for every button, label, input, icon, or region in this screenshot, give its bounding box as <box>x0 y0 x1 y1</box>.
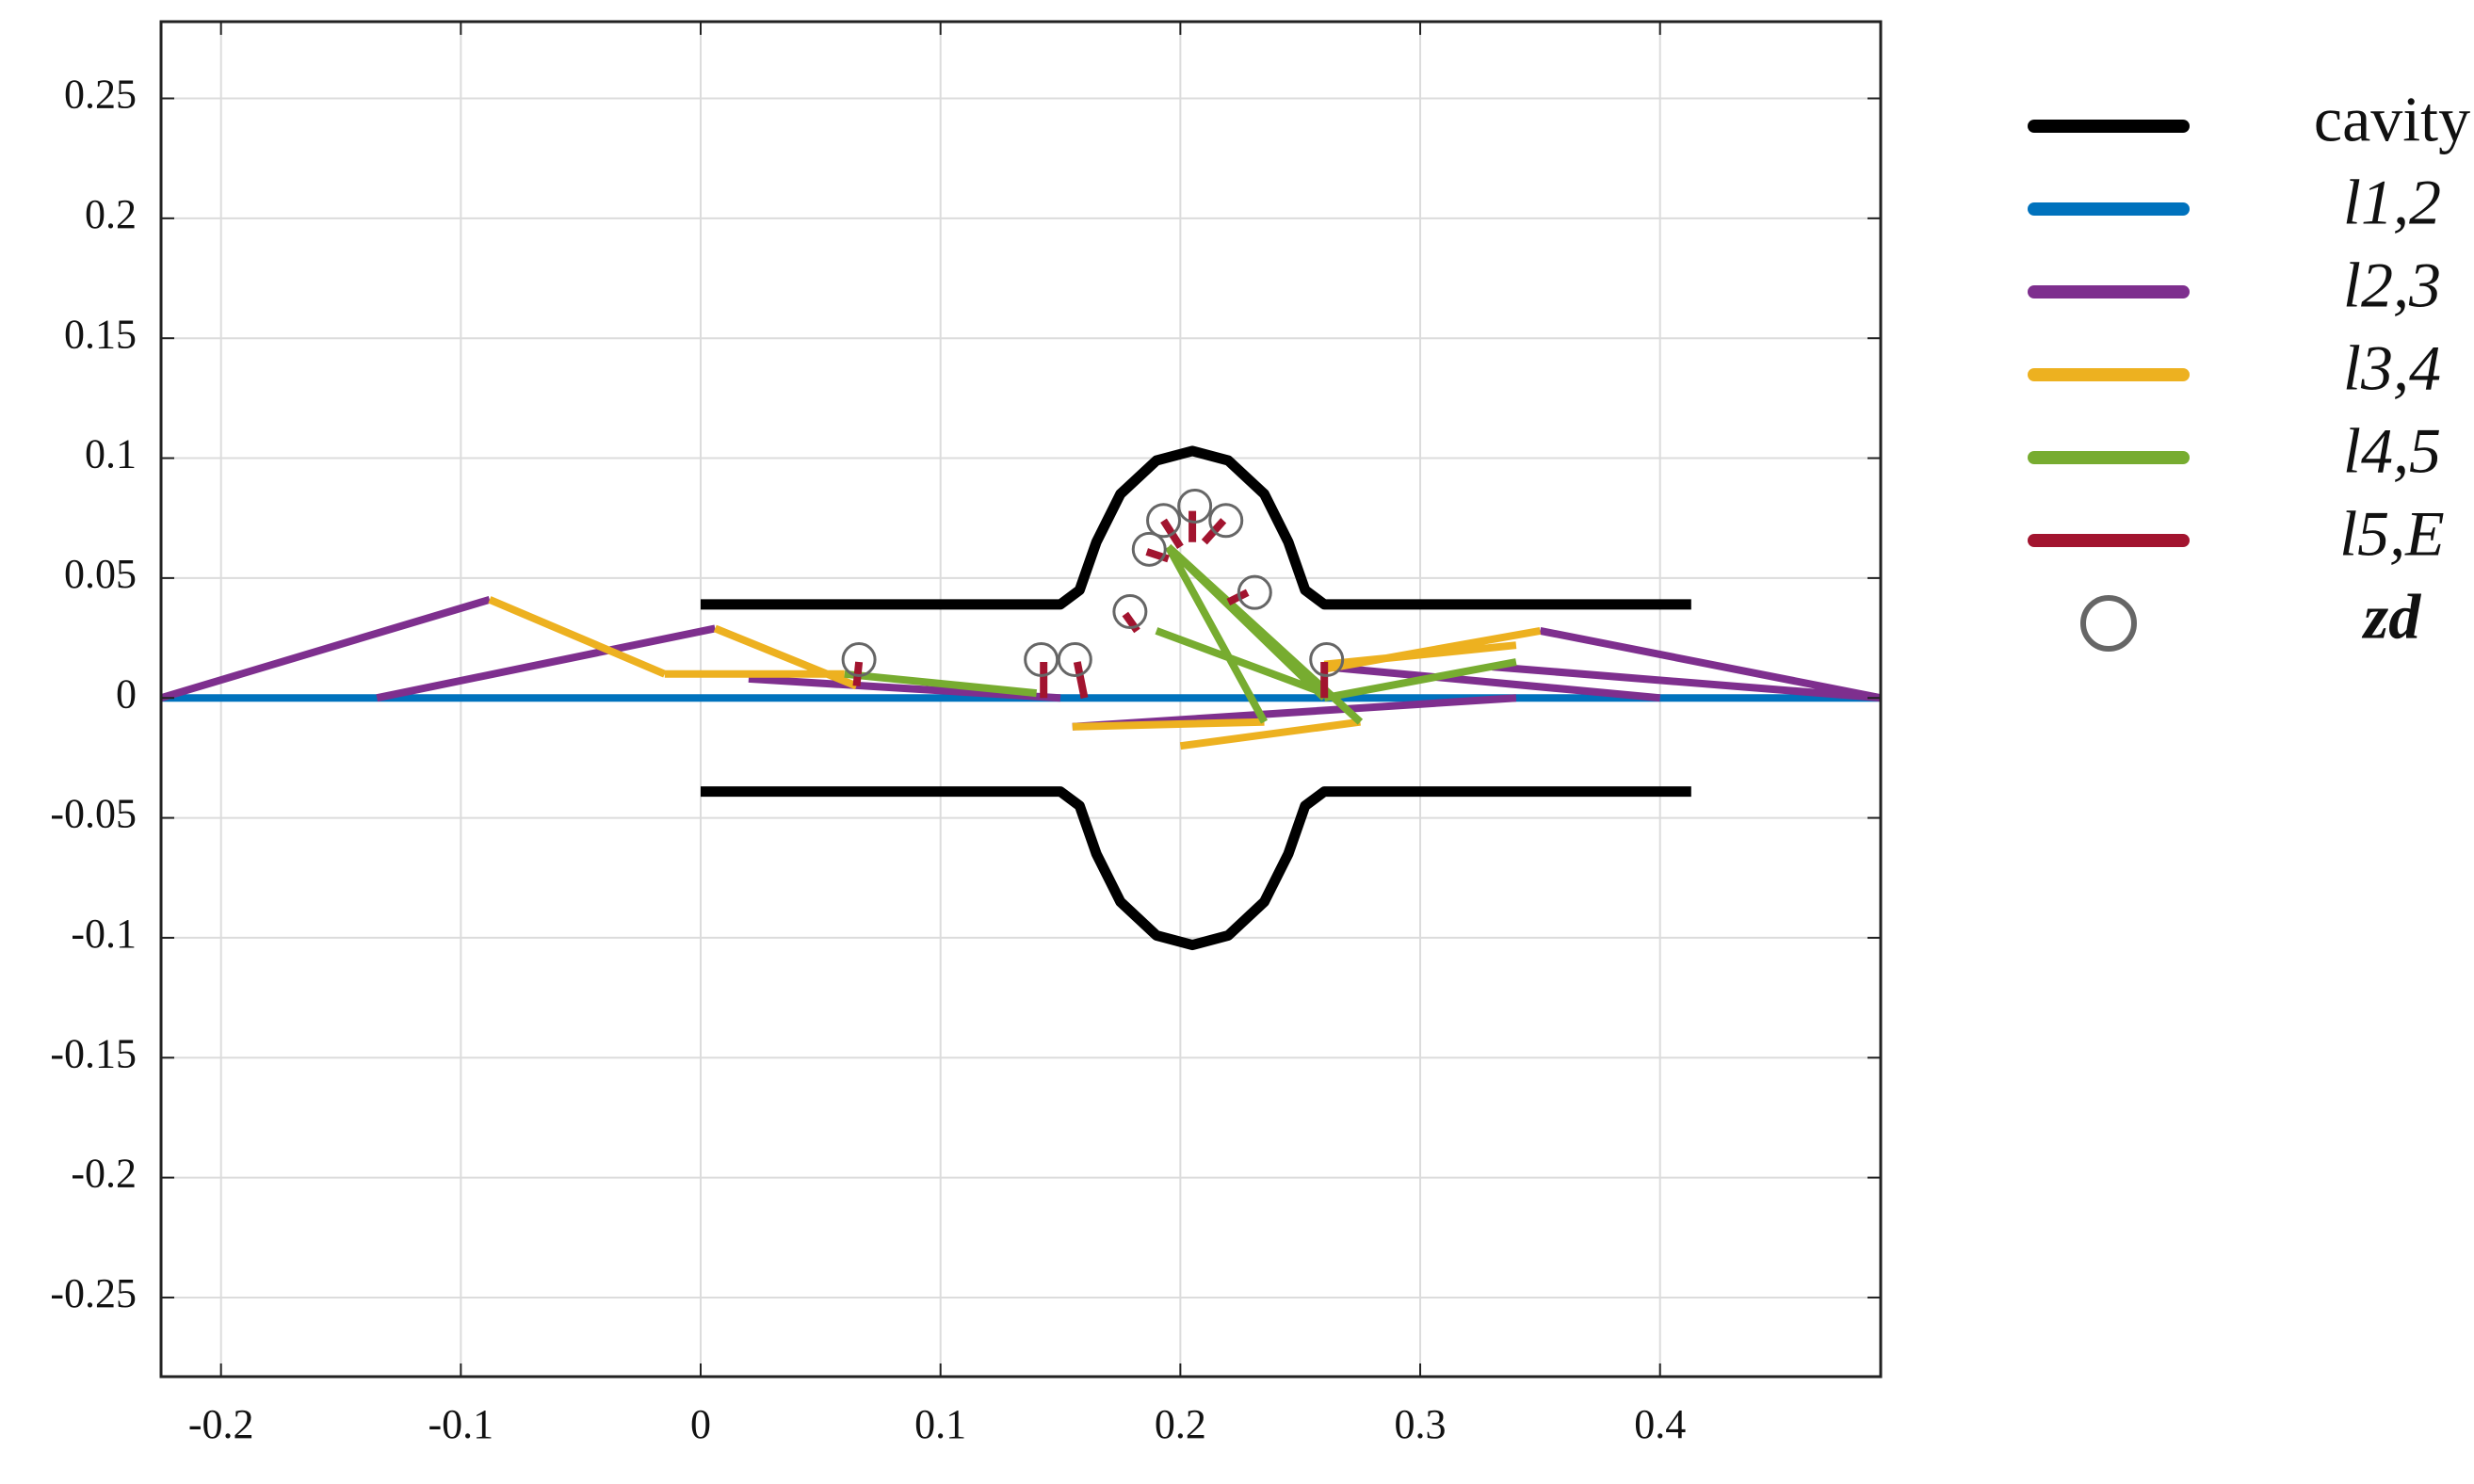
x-tick-label: 0.4 <box>1634 1401 1686 1447</box>
y-tick-label: -0.25 <box>50 1270 137 1316</box>
marker <box>1131 531 1167 567</box>
marker <box>1024 641 1059 677</box>
y-tick-label: 0.2 <box>85 191 137 237</box>
legend-label: l5,E <box>2339 498 2444 570</box>
marker <box>1208 503 1244 539</box>
x-tick-label: -0.2 <box>188 1401 254 1447</box>
y-tick-label: 0.05 <box>64 551 137 597</box>
marker <box>1146 503 1182 539</box>
legend-label: zd <box>2362 581 2421 653</box>
series-line <box>488 596 1542 750</box>
legend-marker <box>2080 595 2137 652</box>
legend-label: cavity <box>2314 84 2470 155</box>
marker <box>1057 641 1092 677</box>
legend: cavity l1,2 l2,3 l3,4 l4,5 l5,E zd <box>2028 84 2470 653</box>
y-tick-label: -0.2 <box>71 1151 137 1197</box>
marker <box>841 641 877 677</box>
marker <box>1237 574 1272 610</box>
y-tick-label: 0.25 <box>64 72 137 118</box>
legend-label: l4,5 <box>2343 415 2441 487</box>
legend-label: l2,3 <box>2343 250 2441 321</box>
axes-frame <box>159 20 1883 1379</box>
marker <box>1309 641 1345 677</box>
y-tick-label: 0.1 <box>85 431 137 477</box>
y-tick-label: 0 <box>116 670 137 717</box>
y-tick-label: 0.15 <box>64 311 137 357</box>
y-tick-label: -0.1 <box>71 911 137 957</box>
x-tick-label: -0.1 <box>429 1401 494 1447</box>
marker <box>1177 488 1213 524</box>
series-line <box>844 543 1517 725</box>
ticks: -0.2 -0.1 0 0.1 0.2 0.3 0.4 -0.25 -0.2 -0.15 -0.1 -… <box>50 22 1881 1447</box>
legend-label: l3,4 <box>2343 332 2441 404</box>
legend-label: l1,2 <box>2343 167 2441 238</box>
plot-area <box>159 445 1882 951</box>
series-line <box>159 595 1882 731</box>
x-tick-label: 0.3 <box>1395 1401 1447 1447</box>
y-tick-label: -0.05 <box>50 791 137 837</box>
series-line <box>701 445 1691 951</box>
x-tick-label: 0.1 <box>914 1401 966 1447</box>
x-tick-label: 0 <box>690 1401 711 1447</box>
marker <box>1112 594 1148 630</box>
grid <box>161 22 1881 1377</box>
x-tick-label: 0.2 <box>1155 1401 1206 1447</box>
y-tick-label: -0.15 <box>50 1030 137 1076</box>
